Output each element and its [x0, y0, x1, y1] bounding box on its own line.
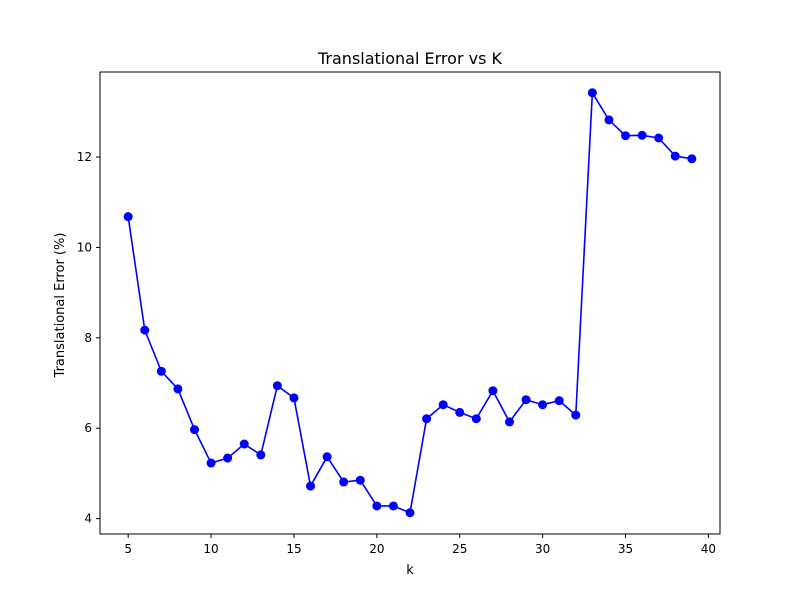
chart-title: Translational Error vs K [317, 49, 502, 68]
data-point [455, 407, 465, 417]
data-point [256, 450, 266, 460]
data-point [521, 395, 531, 405]
data-point [306, 481, 316, 491]
x-tick-label: 20 [369, 542, 384, 556]
x-tick-label: 5 [124, 542, 132, 556]
data-point [206, 458, 216, 468]
x-tick-label: 30 [535, 542, 550, 556]
plot-area: 5 10 15 20 25 30 35 40 4 6 8 10 12 [77, 71, 721, 556]
data-point [405, 508, 415, 518]
data-point [372, 501, 382, 511]
x-tick-label: 40 [701, 542, 716, 556]
x-tick-label: 15 [286, 542, 301, 556]
data-point [239, 439, 249, 449]
data-point [322, 452, 332, 462]
data-point [571, 410, 581, 420]
data-point [422, 414, 432, 424]
data-point [604, 115, 614, 125]
data-point [587, 88, 597, 98]
data-point [687, 154, 697, 164]
y-axis-label: Translational Error (%) [53, 233, 68, 379]
y-tick-label: 6 [84, 421, 92, 435]
data-point [670, 151, 680, 161]
data-point [156, 366, 166, 376]
data-point [189, 425, 199, 435]
data-point [471, 414, 481, 424]
y-tick-label: 12 [77, 150, 92, 164]
data-point [272, 381, 282, 391]
x-tick-label: 25 [452, 542, 467, 556]
data-point [637, 130, 647, 140]
data-point [504, 417, 514, 427]
x-tick-label: 10 [203, 542, 218, 556]
data-point [538, 400, 548, 410]
y-tick-label: 4 [84, 512, 92, 526]
series-line [127, 91, 692, 514]
data-point [289, 393, 299, 403]
x-tick-label: 35 [618, 542, 633, 556]
data-point [339, 477, 349, 487]
x-axis-label: k [406, 563, 414, 578]
data-point [140, 325, 150, 335]
data-point [554, 396, 564, 406]
data-point [438, 400, 448, 410]
data-point [654, 133, 664, 143]
data-point [388, 501, 398, 511]
data-point [223, 453, 233, 463]
y-tick-label: 10 [77, 240, 92, 254]
data-point [488, 386, 498, 396]
data-point [173, 384, 183, 394]
data-point [621, 131, 631, 141]
data-point [355, 475, 365, 485]
y-tick-label: 8 [84, 331, 92, 345]
axes-frame [99, 71, 721, 535]
data-point [123, 212, 133, 222]
